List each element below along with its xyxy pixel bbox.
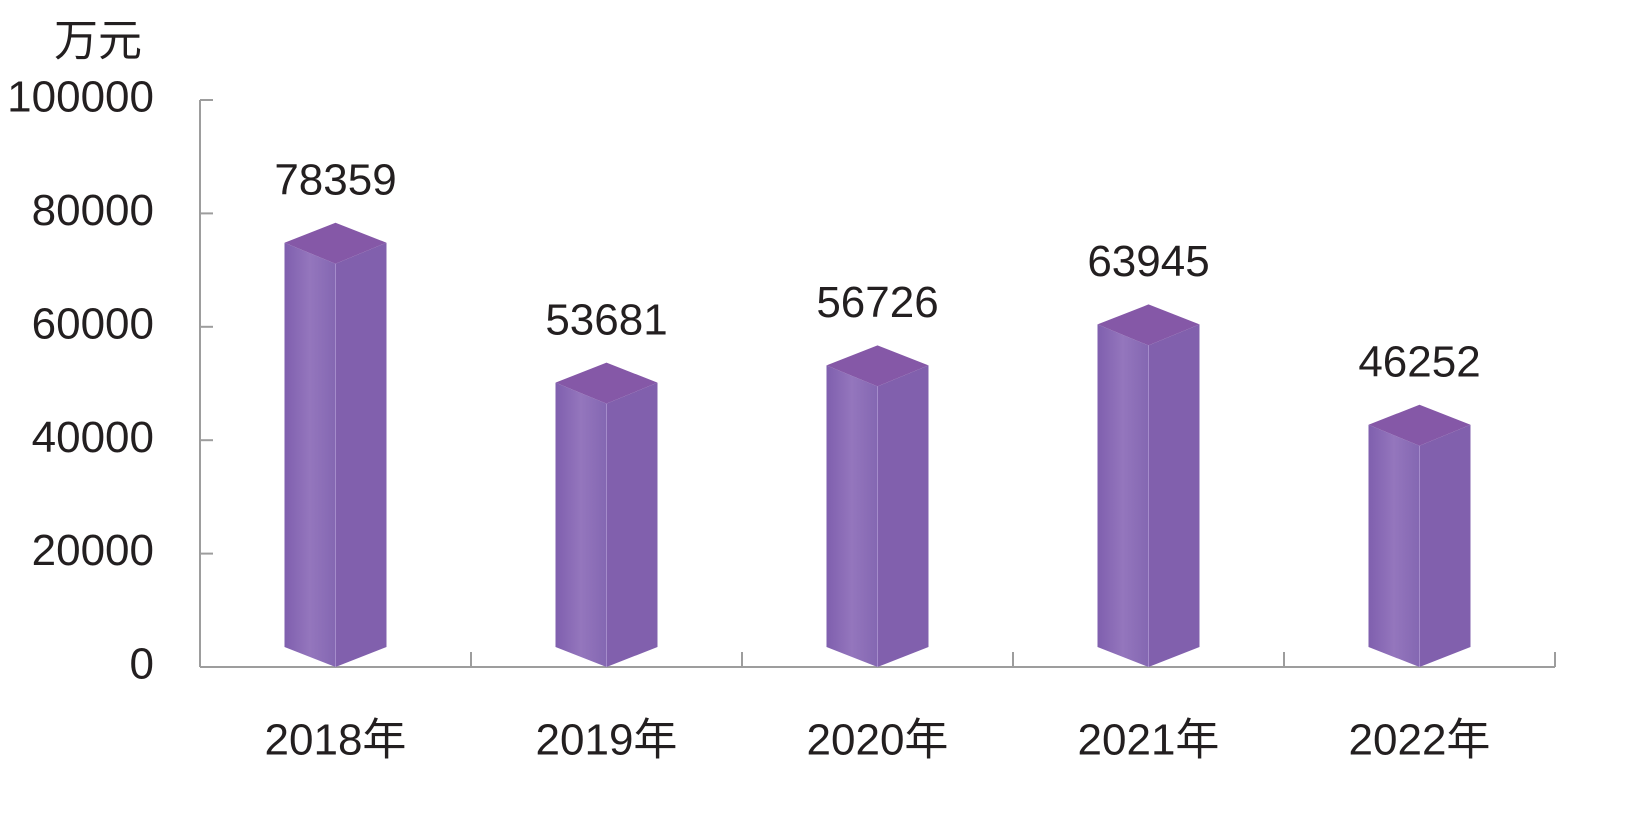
value-label: 78359 bbox=[274, 155, 396, 204]
bar bbox=[1368, 404, 1471, 667]
y-axis-unit: 万元 bbox=[54, 17, 142, 66]
x-tick-label: 2019年 bbox=[536, 716, 678, 765]
y-tick-label: 100000 bbox=[7, 73, 154, 122]
y-tick-label: 0 bbox=[130, 640, 154, 689]
bar-left-face bbox=[826, 365, 878, 667]
bar-left-face bbox=[1368, 424, 1420, 667]
bar bbox=[555, 362, 658, 667]
x-tick-label: 2021年 bbox=[1078, 716, 1220, 765]
bar bbox=[826, 345, 929, 667]
bar-top-face bbox=[1368, 404, 1471, 446]
bar-top-face bbox=[826, 345, 929, 387]
bar bbox=[284, 222, 387, 667]
bar-right-face bbox=[877, 365, 929, 667]
value-label: 53681 bbox=[545, 295, 667, 344]
bar bbox=[1097, 304, 1200, 667]
value-label: 46252 bbox=[1358, 337, 1480, 386]
bar-left-face bbox=[555, 382, 607, 667]
x-tick-label: 2022年 bbox=[1349, 716, 1491, 765]
value-label: 56726 bbox=[816, 278, 938, 327]
y-tick-label: 80000 bbox=[32, 186, 154, 235]
bar-top-face bbox=[555, 362, 658, 404]
bar-right-face bbox=[1419, 424, 1471, 667]
bar-left-face bbox=[284, 242, 336, 667]
bar-right-face bbox=[1148, 324, 1200, 667]
x-tick-label: 2020年 bbox=[807, 716, 949, 765]
bar-left-face bbox=[1097, 324, 1149, 667]
bar-top-face bbox=[284, 222, 387, 264]
y-tick-label: 20000 bbox=[32, 526, 154, 575]
y-tick-label: 40000 bbox=[32, 413, 154, 462]
bar-right-face bbox=[335, 242, 387, 667]
bar-top-face bbox=[1097, 304, 1200, 346]
value-label: 63945 bbox=[1087, 237, 1209, 286]
x-tick-label: 2018年 bbox=[265, 716, 407, 765]
y-tick-label: 60000 bbox=[32, 299, 154, 348]
bar-right-face bbox=[606, 382, 658, 667]
